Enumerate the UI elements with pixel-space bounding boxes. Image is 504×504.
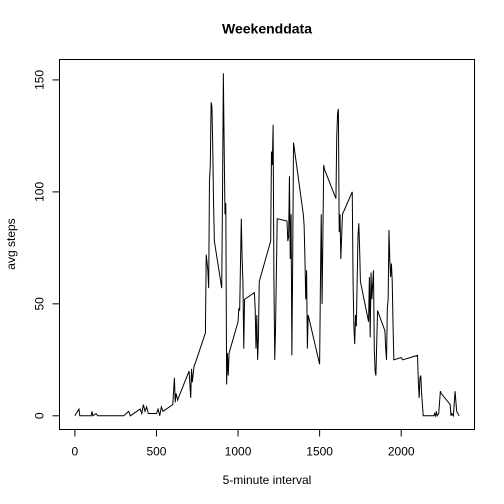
x-tick-label: 2000 <box>388 445 415 459</box>
data-line <box>74 73 460 418</box>
x-axis-label: 5-minute interval <box>223 473 312 487</box>
x-tick-label: 500 <box>146 445 166 459</box>
x-tick-label: 0 <box>72 445 79 459</box>
y-tick-label: 100 <box>33 182 47 202</box>
x-tick-label: 1000 <box>225 445 252 459</box>
y-tick-label: 150 <box>33 70 47 90</box>
y-tick-label: 0 <box>33 412 47 419</box>
plot-box <box>59 59 475 430</box>
chart-title: Weekenddata <box>222 21 312 37</box>
y-tick-label: 50 <box>33 297 47 311</box>
y-axis-label: avg steps <box>4 218 18 269</box>
x-tick-label: 1500 <box>306 445 333 459</box>
